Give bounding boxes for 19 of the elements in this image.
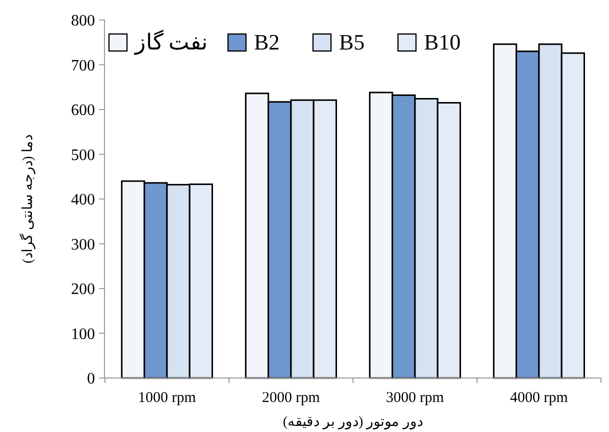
x-tick-label: 3000 rpm xyxy=(386,390,444,406)
x-tick-label: 4000 rpm xyxy=(510,390,568,406)
y-tick-label: 200 xyxy=(71,281,95,298)
y-axis-title: دما (درجه سانتی گراد) xyxy=(19,134,36,264)
x-tick-label: 2000 rpm xyxy=(262,390,320,406)
y-tick-label: 700 xyxy=(71,57,95,74)
y-tick-label: 0 xyxy=(87,370,95,388)
x-tick-label: 1000 rpm xyxy=(138,390,196,406)
y-tick-label: 100 xyxy=(71,326,95,343)
x-axis-title: دور موتور (دور بر دقیقه) xyxy=(282,415,424,430)
y-tick-label: 800 xyxy=(71,12,95,30)
legend-label: نفت گاز xyxy=(134,30,208,56)
y-tick-label: 300 xyxy=(71,236,95,254)
y-tick-label: 500 xyxy=(71,146,95,164)
legend-label: B2 xyxy=(254,30,280,55)
legend-label: B5 xyxy=(339,30,365,55)
y-tick-label: 600 xyxy=(71,102,95,120)
legend-label: B10 xyxy=(424,30,461,55)
y-tick-label: 400 xyxy=(71,192,95,209)
